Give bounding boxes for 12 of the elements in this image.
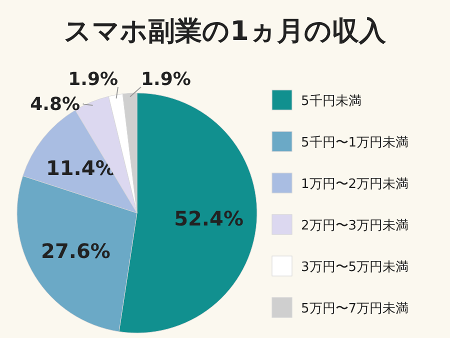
legend-label: 3万円〜5万円未満: [301, 260, 409, 275]
data-label: 4.8%: [30, 94, 80, 115]
data-label: 52.4%: [174, 206, 244, 230]
legend-label: 5千円〜1万円未満: [301, 136, 409, 150]
legend-label: 5千円未満: [301, 94, 362, 109]
data-label: 27.6%: [41, 238, 110, 263]
legend-label: 1万円〜2万円未満: [301, 177, 409, 192]
data-label: 1.9%: [68, 69, 118, 90]
chart-title: スマホ副業の1ヵ月の収入: [64, 16, 387, 47]
legend-label: 2万円〜3万円未満: [301, 218, 409, 234]
legend-label: 5万円〜7万円未満: [301, 302, 409, 316]
data-label: 1.9%: [141, 69, 191, 90]
